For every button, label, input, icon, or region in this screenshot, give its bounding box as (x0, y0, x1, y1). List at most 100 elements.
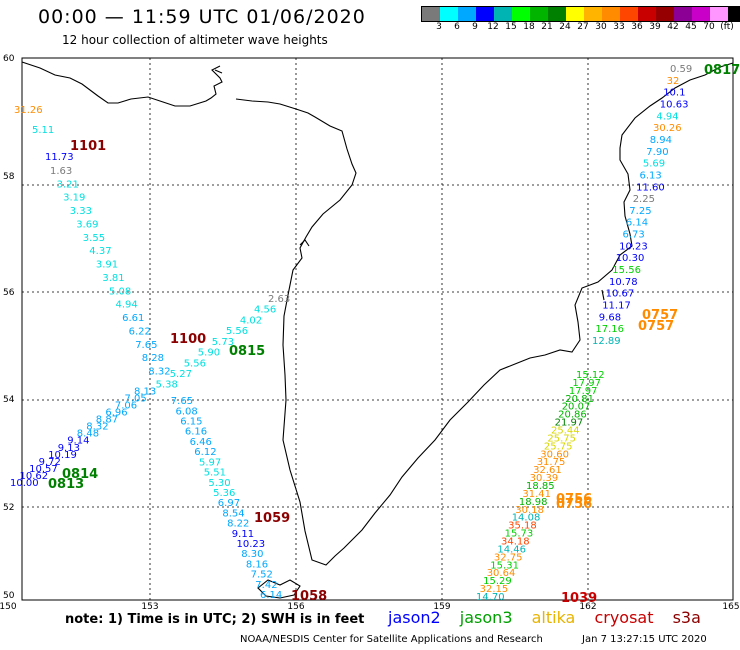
track-c-value: 30.26 (653, 123, 682, 134)
scale-swatch (494, 7, 512, 21)
track-d-value: 14.08 (512, 513, 541, 524)
track-a-value: 8.32 (148, 367, 170, 378)
track-c-value: 17.16 (595, 324, 624, 335)
track-a-value: 4.37 (89, 246, 111, 257)
footer-note: note: 1) Time is in UTC; 2) SWH is in fe… (65, 612, 365, 627)
scale-swatch (548, 7, 566, 21)
scale-swatch (512, 7, 530, 21)
track-c-value: 6.13 (640, 170, 662, 181)
track-c-value: 7.25 (629, 206, 651, 217)
track-c-value: 6.73 (623, 230, 645, 241)
scale-label: 36 (631, 22, 643, 32)
color-scale-bar (421, 6, 740, 22)
track-b-value: 7.52 (251, 570, 273, 581)
scale-swatch (692, 7, 710, 21)
track-a-value: 4.94 (116, 300, 138, 311)
track-a-value: 6.22 (129, 326, 151, 337)
track-d-value: 30.64 (487, 568, 516, 579)
svg-text:156: 156 (287, 602, 304, 612)
track-d-value: 21.97 (555, 418, 584, 429)
scale-label: 30 (595, 22, 607, 32)
track-a-value: 10.00 (10, 478, 39, 489)
track-d-value: 25.44 (551, 426, 580, 437)
track-c-value: 7.90 (646, 147, 668, 158)
track-d-value: 31.41 (522, 489, 551, 500)
track-a-value: 9.14 (67, 436, 89, 447)
track-d-value: 35.18 (508, 521, 537, 532)
color-scale-labels: 3 6 9 12 15 18 21 24 27 30 33 36 39 42 45 70 (ft) (421, 22, 736, 32)
pass-time-label: 1039 (561, 591, 597, 606)
track-d-value: 20.07 (562, 402, 591, 413)
track-d-value: 15.29 (483, 576, 512, 587)
track-d-value: 30.18 (515, 505, 544, 516)
footer-date: Jan 7 13:27:15 UTC 2020 (582, 634, 707, 645)
svg-text:60: 60 (3, 54, 15, 64)
track-c-value: 8.94 (650, 135, 672, 146)
scale-swatch (620, 7, 638, 21)
track-a-value: 11.73 (45, 152, 74, 163)
pass-time-label: 1059 (254, 511, 290, 526)
track-a-value: 6.61 (122, 313, 144, 324)
scale-label: 12 (487, 22, 499, 32)
svg-text:50: 50 (3, 591, 15, 601)
track-b-value: 4.02 (240, 315, 262, 326)
track-b-value: 5.97 (199, 457, 221, 468)
pass-time-label: 0815 (229, 344, 265, 359)
track-b-value: 6.46 (190, 437, 212, 448)
scale-swatch (422, 7, 440, 21)
scale-swatch (584, 7, 602, 21)
page-subtitle: 12 hour collection of altimeter wave hei… (62, 33, 328, 47)
graticule (22, 58, 733, 600)
track-a-value: 10.19 (48, 450, 77, 461)
track-b-value: 6.97 (218, 498, 240, 509)
sat-jason3: jason3 (459, 608, 513, 627)
track-c-value: 9.68 (599, 312, 621, 323)
scale-spacer (421, 22, 430, 32)
svg-text:165: 165 (722, 602, 739, 612)
track-b-value: 9.11 (232, 529, 254, 540)
track-c-value: 6.14 (626, 218, 648, 229)
track-a-value: 3.33 (70, 206, 92, 217)
track-b-value: 5.90 (198, 348, 220, 359)
scale-label: 27 (577, 22, 589, 32)
scale-swatch (728, 7, 740, 21)
track-b-value: 8.16 (246, 559, 268, 570)
track-a-value: 8.28 (142, 353, 164, 364)
track-b-value: 7.42 (255, 580, 277, 591)
track-d-value: 25.75 (547, 433, 576, 444)
pass-time-label: 0757 (638, 319, 674, 334)
track-c-value: 10.67 (606, 289, 635, 300)
lat-axis-labels: 60 58 56 54 52 50 (3, 54, 15, 601)
scale-swatch (710, 7, 728, 21)
svg-text:58: 58 (3, 172, 15, 182)
scale-swatch (458, 7, 476, 21)
track-d-value: 32.75 (494, 552, 523, 563)
sat-s3a: s3a (672, 608, 701, 627)
track-c-value: 12.89 (592, 336, 621, 347)
pass-time-label: 0814 (62, 467, 98, 482)
scale-swatch (674, 7, 692, 21)
track-a-value: 3.21 (57, 179, 79, 190)
track-a-value: 10.62 (20, 471, 49, 482)
track-c-value: 11.17 (602, 301, 631, 312)
svg-text:159: 159 (433, 602, 450, 612)
track-d-value: 32.15 (480, 584, 509, 595)
track-a-value: 8.32 (86, 422, 108, 433)
scale-label: 70 (703, 22, 715, 32)
track-a-value: 10.57 (29, 464, 58, 475)
pass-time-label: 0757 (642, 308, 678, 323)
footer-credit: NOAA/NESDIS Center for Satellite Applica… (240, 634, 543, 645)
svg-text:150: 150 (0, 602, 17, 612)
track-a-value: 3.19 (63, 193, 85, 204)
track-b-value: 8.30 (241, 549, 263, 560)
track-d-value: 30.60 (540, 449, 569, 460)
scale-swatch (566, 7, 584, 21)
scale-label: 21 (541, 22, 553, 32)
track-c-value: 2.25 (633, 194, 655, 205)
track-b-value: 5.36 (213, 488, 235, 499)
track-a-value: 5.11 (32, 125, 54, 136)
pass-time-label: 1100 (170, 332, 206, 347)
svg-text:54: 54 (3, 395, 15, 405)
